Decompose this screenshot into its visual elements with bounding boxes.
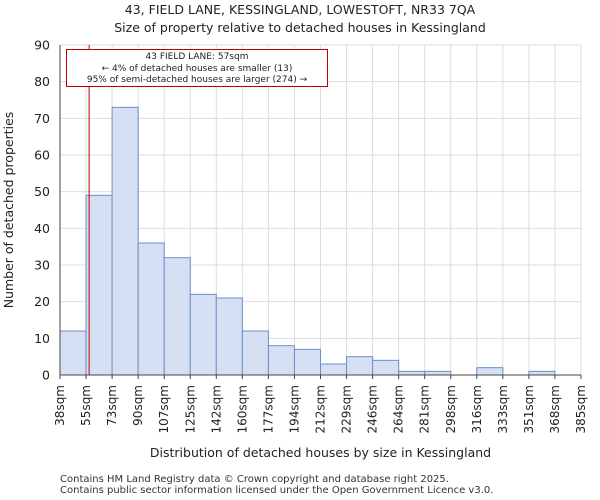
- y-tick-label: 70: [34, 111, 50, 126]
- x-tick-label: 281sqm: [418, 385, 432, 433]
- x-tick-label: 351sqm: [522, 385, 536, 433]
- x-tick-label: 55sqm: [79, 385, 93, 426]
- x-tick-label: 246sqm: [366, 385, 380, 433]
- annotation-line-2: ← 4% of detached houses are smaller (13): [101, 63, 293, 74]
- y-tick-label: 90: [34, 38, 50, 53]
- x-tick-label: 73sqm: [105, 385, 119, 426]
- histogram-bar: [241, 330, 269, 376]
- x-tick-label: 333sqm: [496, 385, 510, 433]
- x-tick-label: 229sqm: [340, 385, 354, 433]
- chart-subtitle: Size of property relative to detached ho…: [114, 20, 486, 35]
- histogram-bar: [85, 194, 113, 376]
- x-axis-label: Distribution of detached houses by size …: [150, 445, 491, 460]
- histogram-bar: [111, 106, 139, 376]
- x-tick-label: 194sqm: [287, 385, 301, 433]
- x-tick-label: 38sqm: [53, 385, 67, 426]
- histogram-bar: [215, 297, 243, 376]
- y-tick-label: 10: [34, 331, 50, 346]
- x-tick-label: 264sqm: [392, 385, 406, 433]
- y-tick-label: 0: [42, 368, 50, 383]
- histogram-bar: [293, 348, 322, 376]
- y-tick-label: 20: [34, 294, 50, 309]
- y-axis-label: Number of detached properties: [1, 112, 16, 309]
- histogram-bar: [267, 345, 295, 376]
- y-tick-label: 50: [34, 184, 50, 199]
- histogram-bar: [346, 356, 374, 376]
- x-tick-label: 160sqm: [235, 385, 249, 433]
- histogram-bar: [320, 363, 348, 376]
- x-tick-label: 177sqm: [261, 385, 275, 433]
- y-tick-label: 60: [34, 148, 50, 163]
- histogram-bar: [163, 257, 191, 376]
- histogram-bar: [59, 330, 87, 376]
- footer-copyright: Contains HM Land Registry data © Crown c…: [60, 474, 449, 485]
- x-tick-label: 368sqm: [548, 385, 562, 433]
- histogram-bar: [398, 370, 426, 376]
- x-tick-label: 125sqm: [183, 385, 197, 433]
- property-annotation: 43 FIELD LANE: 57sqm ← 4% of detached ho…: [66, 49, 328, 87]
- footer-licence: Contains public sector information licen…: [60, 485, 494, 496]
- histogram-bar: [476, 367, 504, 376]
- histogram-bar: [424, 370, 452, 376]
- histogram-bar: [528, 370, 556, 376]
- x-tick-label: 385sqm: [574, 385, 588, 433]
- x-tick-label: 107sqm: [157, 385, 171, 433]
- x-tick-label: 316sqm: [470, 385, 484, 433]
- y-tick-label: 40: [34, 221, 50, 236]
- histogram-bar: [372, 359, 400, 376]
- y-tick-label: 80: [34, 74, 50, 89]
- annotation-line-1: 43 FIELD LANE: 57sqm: [145, 52, 249, 62]
- histogram-bar: [137, 242, 165, 376]
- histogram-bar: [189, 293, 217, 376]
- x-tick-label: 142sqm: [209, 385, 223, 433]
- x-tick-label: 298sqm: [444, 385, 458, 433]
- x-tick-label: 212sqm: [314, 385, 328, 433]
- annotation-line-3: 95% of semi-detached houses are larger (…: [86, 75, 308, 85]
- x-tick-label: 90sqm: [131, 385, 145, 426]
- chart-title: 43, FIELD LANE, KESSINGLAND, LOWESTOFT, …: [124, 2, 476, 17]
- y-tick-label: 30: [34, 258, 50, 273]
